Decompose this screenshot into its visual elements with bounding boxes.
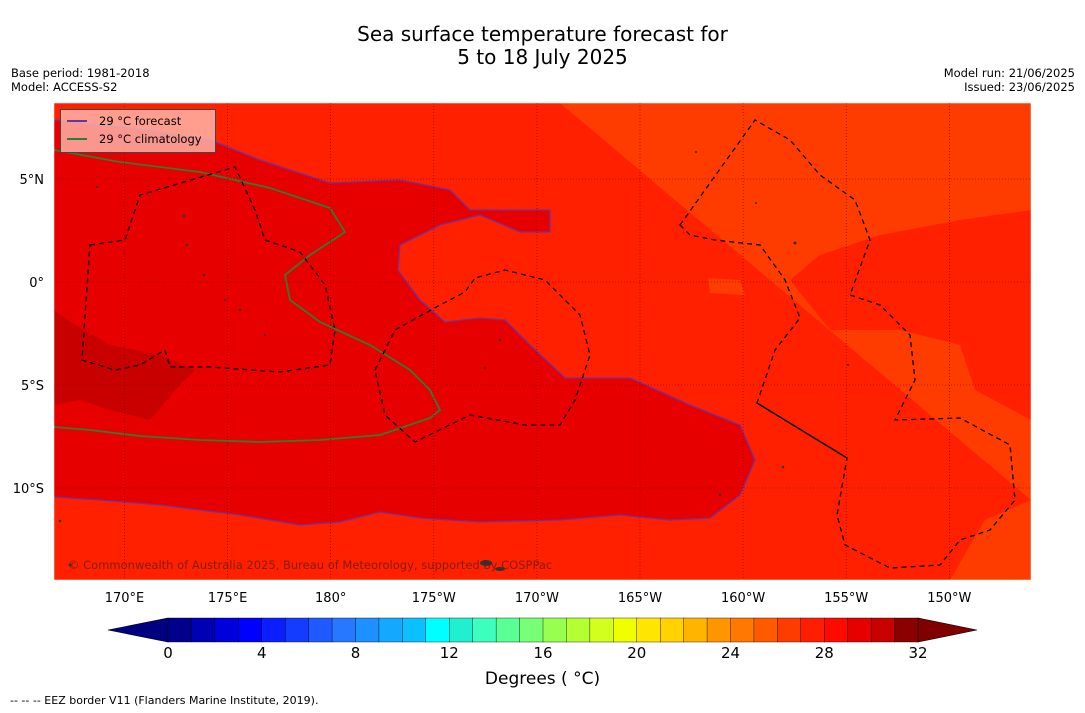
base-period: Base period: 1981-2018 bbox=[11, 66, 150, 80]
colorbar-tick-label: 0 bbox=[163, 644, 173, 662]
legend-climatology-label: 29 °C climatology bbox=[99, 132, 202, 146]
forecast-swatch bbox=[67, 120, 87, 122]
model-run: Model run: 21/06/2025 bbox=[943, 66, 1075, 80]
legend-climatology: 29 °C climatology bbox=[67, 132, 202, 146]
colorbar-swatch bbox=[589, 617, 614, 643]
colorbar-swatch bbox=[566, 617, 591, 643]
colorbar-swatch bbox=[355, 617, 380, 643]
colorbar-swatch bbox=[636, 617, 661, 643]
colorbar-swatch bbox=[824, 617, 849, 643]
field-27-28-patch bbox=[708, 278, 745, 295]
lon-tick-label: 150°W bbox=[927, 591, 971, 606]
colorbar-tick-label: 24 bbox=[721, 644, 740, 662]
colorbar-swatch bbox=[261, 617, 286, 643]
field-29-30 bbox=[54, 120, 755, 525]
colorbar-swatch bbox=[800, 617, 825, 643]
lat-tick-label: 10°S bbox=[13, 482, 44, 497]
model-name: Model: ACCESS-S2 bbox=[11, 80, 118, 94]
lat-tick-label: 5°N bbox=[20, 173, 45, 188]
colorbar-tick-label: 20 bbox=[627, 644, 646, 662]
legend-forecast: 29 °C forecast bbox=[67, 114, 181, 128]
meta-left: Base period: 1981-2018 Model: ACCESS-S2 bbox=[11, 66, 150, 94]
lon-tick-label: 155°W bbox=[824, 591, 868, 606]
copyright-notice: © Commonwealth of Australia 2025, Bureau… bbox=[68, 558, 553, 572]
lat-tick-labels: 5°N 0° 5°S 10°S bbox=[13, 173, 44, 497]
lon-tick-label: 180° bbox=[315, 591, 346, 606]
meta-right: Model run: 21/06/2025 Issued: 23/06/2025 bbox=[944, 66, 1075, 94]
field-30-31 bbox=[54, 310, 195, 420]
climatology-29c-contour bbox=[54, 149, 442, 443]
colorbar-swatch bbox=[331, 617, 356, 643]
colorbar-tick-label: 4 bbox=[257, 644, 267, 662]
lon-tick-label: 175°E bbox=[208, 591, 248, 606]
colorbar-swatch bbox=[659, 617, 685, 643]
field-27-28 bbox=[560, 103, 1031, 580]
lon-tick-label: 170°E bbox=[105, 591, 145, 606]
colorbar-swatch bbox=[284, 617, 310, 643]
colorbar-swatch bbox=[847, 617, 872, 643]
colorbar-tick-label: 16 bbox=[533, 644, 552, 662]
colorbar-swatch bbox=[519, 617, 544, 643]
eez-footnote: -- -- -- EEZ border V11 (Flanders Marine… bbox=[10, 694, 319, 707]
colorbar-swatch bbox=[167, 617, 192, 643]
lon-tick-label: 175°W bbox=[412, 591, 456, 606]
colorbar-swatch bbox=[378, 617, 403, 643]
lat-tick-label: 5°S bbox=[21, 379, 44, 394]
colorbar-label: Degrees ( °C) bbox=[484, 669, 601, 689]
colorbar-swatch bbox=[449, 617, 474, 643]
colorbar-swatch bbox=[870, 617, 896, 643]
lon-tick-labels: 170°E 175°E 180° 175°W 170°W 165°W 160°W 155°W 1… bbox=[105, 591, 972, 606]
colorbar-tick-labels: 0 4 8 12 16 20 24 28 32 bbox=[163, 644, 927, 662]
map-legend: 29 °C forecast 29 °C climatology bbox=[60, 109, 216, 153]
colorbar-under-arrow bbox=[107, 617, 169, 643]
colorbar-swatch bbox=[402, 617, 427, 643]
colorbar-tick-label: 28 bbox=[815, 644, 834, 662]
colorbar-swatch bbox=[425, 617, 450, 643]
colorbar-swatch bbox=[472, 617, 497, 643]
sst-field bbox=[54, 103, 1031, 580]
colorbar bbox=[107, 617, 978, 643]
legend-forecast-label: 29 °C forecast bbox=[99, 114, 182, 128]
colorbar-swatch bbox=[683, 617, 708, 643]
lon-tick-label: 170°W bbox=[515, 591, 559, 606]
colorbar-tick-label: 32 bbox=[908, 644, 927, 662]
colorbar-swatch bbox=[613, 617, 638, 643]
colorbar-tick-label: 12 bbox=[440, 644, 459, 662]
colorbar-swatch bbox=[542, 617, 567, 643]
lon-tick-label: 165°W bbox=[618, 591, 662, 606]
colorbar-swatch bbox=[753, 617, 778, 643]
colorbar-swatch bbox=[308, 617, 333, 643]
colorbar-over-arrow bbox=[917, 617, 978, 643]
map-grid bbox=[54, 103, 1031, 580]
issued-date: Issued: 23/06/2025 bbox=[964, 80, 1075, 94]
map-frame bbox=[53, 102, 1032, 581]
lon-tick-label: 160°W bbox=[721, 591, 765, 606]
colorbar-swatch bbox=[191, 617, 216, 643]
colorbar-swatch bbox=[894, 617, 919, 643]
colorbar-tick-label: 8 bbox=[351, 644, 361, 662]
chart-title-line1: Sea surface temperature forecast for bbox=[357, 22, 728, 46]
forecast-29c-contour bbox=[54, 119, 756, 526]
eez-borders bbox=[81, 119, 1016, 569]
colorbar-swatch bbox=[214, 617, 239, 643]
colorbar-swatch bbox=[706, 617, 731, 643]
border-segment bbox=[756, 402, 848, 459]
colorbar-swatch bbox=[495, 617, 521, 643]
lat-tick-label: 0° bbox=[29, 276, 44, 291]
colorbar-swatch bbox=[238, 617, 263, 643]
colorbar-swatch bbox=[730, 617, 755, 643]
climatology-swatch bbox=[67, 138, 87, 140]
islands bbox=[58, 151, 849, 571]
chart-title-line2: 5 to 18 July 2025 bbox=[457, 45, 628, 69]
colorbar-swatch bbox=[777, 617, 802, 643]
